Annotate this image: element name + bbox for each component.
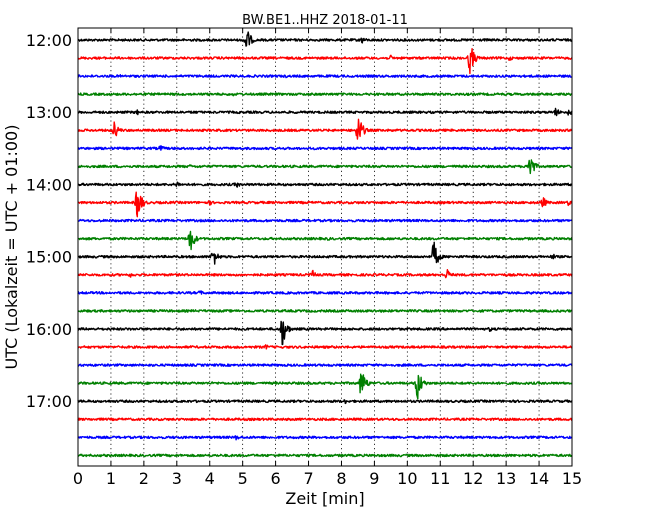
x-tick-label: 14 [529,469,549,488]
y-tick-label: 14:00 [26,175,72,194]
trace-line [77,92,573,97]
trace-line [77,159,573,175]
x-tick-label: 10 [397,469,417,488]
trace-line [77,309,573,313]
x-tick-label: 13 [496,469,516,488]
x-tick-label: 4 [205,469,215,488]
trace-line [77,230,573,251]
trace-line [77,31,573,47]
x-tick-label: 5 [238,469,248,488]
x-tick-label: 9 [369,469,379,488]
trace-line [77,399,573,405]
x-axis: 0 1 2 3 4 5 6 7 8 9 10 11 12 13 14 15 [73,28,582,488]
trace-line [77,320,573,346]
y-tick-label: 15:00 [26,248,72,267]
plot-frame [77,27,573,467]
y-axis: 12:00 13:00 14:00 15:00 16:00 17:00 [26,31,572,411]
trace-line [77,181,573,188]
trace-line [77,145,573,151]
trace-line [77,363,573,367]
trace-line [77,74,573,79]
trace-line [77,218,573,223]
chart-title: BW.BE1..HHZ 2018-01-11 [242,13,408,28]
trace-line [77,269,573,279]
x-tick-label: 15 [562,469,582,488]
x-tick-label: 2 [139,469,149,488]
trace-line [77,107,573,117]
trace-line [77,435,573,441]
trace-line [77,118,573,140]
trace-line [77,453,573,458]
trace-line [77,191,573,218]
trace-line [77,241,573,265]
trace-group [77,31,573,458]
x-axis-label: Zeit [min] [285,489,364,508]
trace-line [77,48,573,75]
x-tick-label: 6 [271,469,281,488]
y-axis-label: UTC (Lokalzeit = UTC + 01:00) [2,125,21,370]
y-tick-label: 12:00 [26,31,72,50]
grid-lines [110,28,540,466]
y-tick-label: 17:00 [26,392,72,411]
x-tick-label: 3 [172,469,182,488]
x-tick-label: 8 [336,469,346,488]
trace-line [77,290,573,295]
trace-line [77,373,573,400]
x-tick-label: 11 [430,469,450,488]
y-tick-label: 13:00 [26,103,72,122]
x-tick-label: 12 [463,469,483,488]
x-tick-label: 0 [73,469,83,488]
x-tick-label: 7 [303,469,313,488]
x-tick-label: 1 [106,469,116,488]
trace-line [77,344,573,350]
trace-line [77,417,573,422]
y-tick-label: 16:00 [26,320,72,339]
